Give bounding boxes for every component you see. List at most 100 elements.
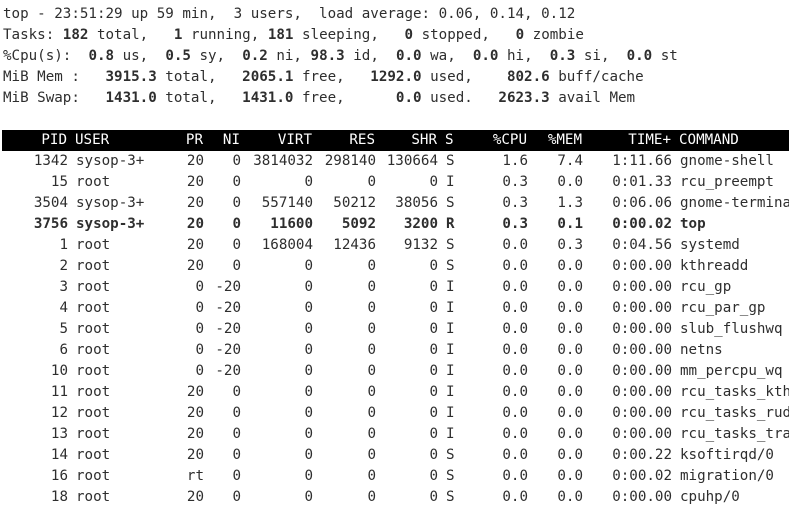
cell-s: S	[446, 153, 455, 169]
cell-shr: 0	[429, 321, 438, 337]
cell-s: S	[446, 237, 455, 253]
cell-res: 0	[367, 321, 376, 337]
swap-total: 1431.0	[105, 90, 157, 106]
cell-virt: 0	[304, 300, 313, 316]
cell-pr: 0	[195, 321, 204, 337]
cell-shr: 0	[429, 300, 438, 316]
cell-user: root	[76, 237, 111, 253]
cpu-us: 0.8	[88, 48, 115, 64]
cell-time: 0:01.33	[612, 174, 672, 190]
cell-res: 0	[367, 405, 376, 421]
process-row: 12root200000I0.00.00:00.00rcu_tasks_rude…	[3, 403, 789, 424]
cell-time: 0:00.00	[612, 384, 672, 400]
cell-command: mm_percpu_wq	[680, 363, 783, 379]
cell-mem: 0.0	[557, 384, 583, 400]
cell-ni: 0	[232, 195, 241, 211]
cell-pid: 12	[50, 405, 68, 421]
cpu-ni: 0.2	[242, 48, 268, 64]
process-row: 3756 sysop-3+ 20 0 11600 5092 3200 R 0.3 0.1 0:00.…	[3, 214, 789, 235]
cell-time: 0:00.00	[612, 405, 672, 421]
cell-cpu: 0.0	[502, 321, 528, 337]
process-row: 13root200000I0.00.00:00.00rcu_tasks_trac…	[3, 424, 789, 445]
tasks-sleeping-label: sleeping,	[302, 27, 379, 43]
cell-pr: rt	[186, 468, 204, 484]
cell-user: sysop-3+	[76, 216, 145, 232]
cell-cpu: 0.3	[502, 195, 528, 211]
header-ni: NI	[222, 132, 240, 148]
cell-mem: 0.0	[557, 300, 583, 316]
cell-mem: 0.0	[557, 468, 583, 484]
tasks-line: Tasks: 182 total, 1 running, 181 sleepin…	[3, 25, 789, 46]
process-row: 15 root 20 0 0 0 0 I 0.3 0.0 0:01.33 rcu_preempt	[3, 172, 789, 193]
cell-shr: 0	[429, 363, 438, 379]
cell-command: netns	[680, 342, 723, 358]
mem-total: 3915.3	[105, 69, 157, 85]
cell-time: 0:00.00	[612, 258, 672, 274]
cell-res: 0	[367, 258, 376, 274]
cell-time: 0:06.06	[612, 195, 672, 211]
cell-s: I	[446, 342, 455, 358]
cell-user: root	[76, 447, 111, 463]
cell-ni: 0	[232, 174, 241, 190]
cell-pr: 20	[186, 216, 204, 232]
process-row: 2 root 20 0 0 0 0 S 0.0 0.0 0:00.00 kthreadd	[3, 256, 789, 277]
cell-virt: 0	[304, 468, 313, 484]
cell-s: I	[446, 321, 455, 337]
cell-user: root	[76, 468, 111, 484]
cell-ni: 0	[232, 216, 241, 232]
process-row: 1 root 20 0 168004 12436 9132 S 0.0 0.3 0:04.56 sys…	[3, 235, 789, 256]
cell-ni: 0	[232, 489, 241, 505]
cell-cpu: 1.6	[502, 153, 528, 169]
cell-cpu: 0.0	[502, 384, 528, 400]
cpu-si: 0.3	[549, 48, 576, 64]
cell-command: rcu_tasks_rude+	[680, 405, 789, 421]
cell-s: S	[446, 447, 455, 463]
cell-user: root	[76, 489, 111, 505]
cell-time: 0:04.56	[612, 237, 672, 253]
mem-used: 1292.0	[370, 69, 422, 85]
cell-res: 0	[367, 426, 376, 442]
cell-res: 0	[367, 363, 376, 379]
cpu-hi: 0.0	[472, 48, 499, 64]
cell-pid: 1342	[33, 153, 68, 169]
cell-cpu: 0.3	[502, 174, 528, 190]
cell-shr: 0	[429, 447, 438, 463]
cell-res: 0	[367, 489, 376, 505]
header-user: USER	[75, 132, 110, 148]
process-row: 16 root rt 0 0 0 0 S 0.0 0.0 0:00.02 migration/0	[3, 466, 789, 487]
cell-virt: 0	[304, 426, 313, 442]
cell-shr: 0	[429, 489, 438, 505]
tasks-total: 182	[62, 27, 89, 43]
cell-pid: 1	[59, 237, 68, 253]
tasks-stopped-label: stopped,	[421, 27, 490, 43]
cell-ni: 0	[232, 153, 241, 169]
cpu-sy: 0.5	[165, 48, 191, 64]
cell-res: 0	[367, 174, 376, 190]
cell-pr: 0	[195, 342, 204, 358]
cell-ni: 0	[232, 447, 241, 463]
header-res: RES	[349, 132, 375, 148]
cell-res: 0	[367, 279, 376, 295]
process-row: 1342 sysop-3+ 20 0 3814032 298140 130664 S 1.6 7.…	[3, 151, 789, 172]
cell-virt: 3814032	[253, 153, 313, 169]
cell-shr: 0	[429, 468, 438, 484]
process-row: 3 root 0 -20 0 0 0 I 0.0 0.0 0:00.00 rcu_gp	[3, 277, 789, 298]
process-row: 10 root 0 -20 0 0 0 I 0.0 0.0 0:00.00 mm_percpu_wq	[3, 361, 789, 382]
tasks-stopped: 0	[404, 27, 414, 43]
cell-time: 0:00.00	[612, 363, 672, 379]
cell-time: 0:00.00	[612, 342, 672, 358]
cell-user: root	[76, 258, 111, 274]
cell-pr: 20	[186, 489, 204, 505]
cell-shr: 0	[429, 384, 438, 400]
cpu-line: %Cpu(s): 0.8 us, 0.5 sy, 0.2 ni, 98.3 id…	[3, 48, 678, 64]
cell-user: root	[76, 321, 111, 337]
cell-mem: 0.0	[557, 426, 583, 442]
swap-avail-mem: 2623.3	[498, 90, 550, 106]
cell-pid: 16	[50, 468, 68, 484]
tasks-sleeping: 181	[267, 27, 294, 43]
cell-virt: 0	[304, 405, 313, 421]
cell-time: 1:11.66	[612, 153, 672, 169]
cell-pid: 18	[50, 489, 68, 505]
cell-user: root	[76, 405, 111, 421]
